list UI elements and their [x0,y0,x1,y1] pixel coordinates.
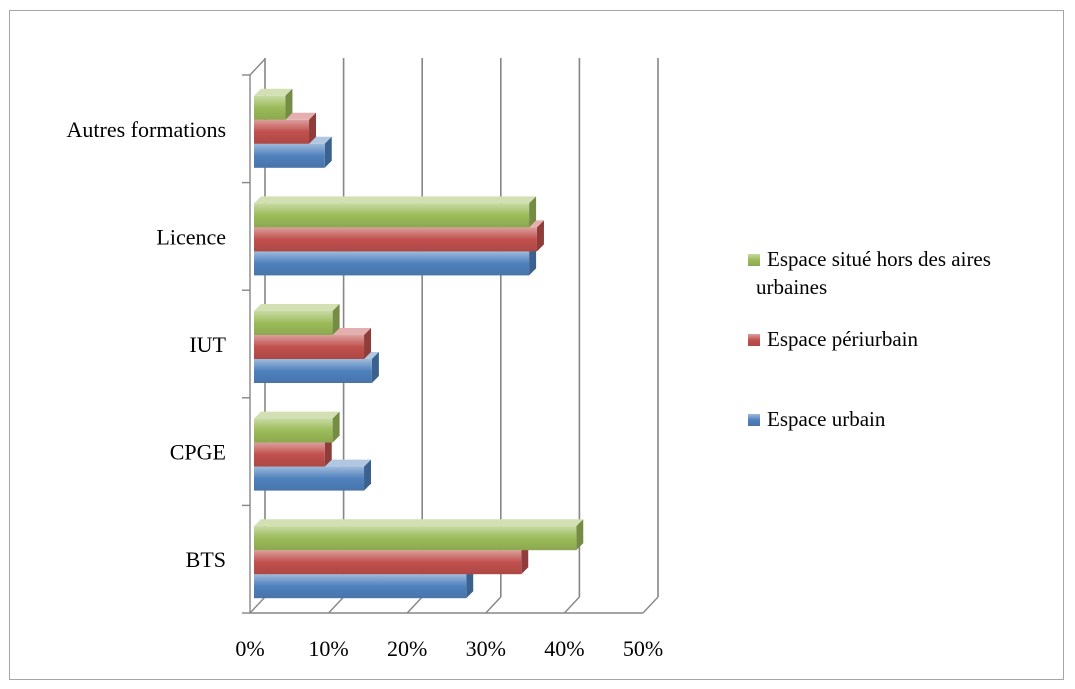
floor-diagonal [249,596,266,614]
floor-diagonal [328,596,345,614]
bar-espace-situ-hors-des-aires-urbaines-bts [254,519,584,551]
bar-espace-situ-hors-des-aires-urbaines-iut [254,304,340,335]
floor-diagonal [406,596,423,614]
category-label: CPGE [170,440,226,465]
floor-diagonal [485,596,502,614]
x-tick-label: 50% [623,636,663,661]
bar-espace-urbain-cpge [254,459,372,491]
x-tick-label: 30% [466,636,506,661]
legend-marker [748,254,760,266]
floor-diagonal [642,596,659,614]
wall-top-edge [249,58,266,76]
legend-label: Espace situé hors des aires urbaines [756,247,991,299]
bar-espace-situ-hors-des-aires-urbaines-autres-formations [254,88,293,120]
legend-label: Espace périurbain [767,327,919,351]
x-tick-label: 20% [387,636,427,661]
bar-espace-situ-hors-des-aires-urbaines-licence [254,196,537,228]
bar-espace-situ-hors-des-aires-urbaines-cpge [254,411,340,443]
category-label: BTS [186,547,226,572]
x-tick-label: 10% [308,636,348,661]
category-label: Autres formations [67,117,226,142]
x-tick-label: 0% [235,636,264,661]
floor-diagonal [563,596,580,614]
legend-marker [748,414,760,426]
x-tick-label: 40% [544,636,584,661]
category-label: IUT [189,332,226,357]
category-label: Licence [156,224,226,249]
chart-frame [9,10,1064,680]
legend-marker [748,334,760,346]
legend-label: Espace urbain [767,407,886,431]
